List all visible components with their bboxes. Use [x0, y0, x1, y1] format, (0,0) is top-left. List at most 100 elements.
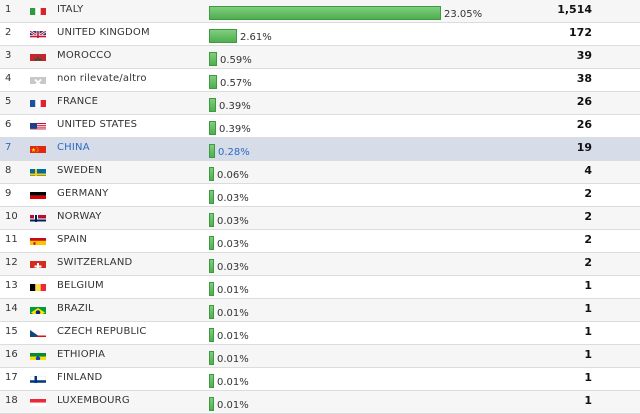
luxembourg-flag-icon — [30, 395, 46, 406]
table-row[interactable]: 15 CZECH REPUBLIC 0.01% 1 — [0, 322, 640, 345]
country-name: UNITED KINGDOM — [57, 27, 150, 38]
percentage-label: 0.57% — [220, 78, 252, 89]
percentage-label: 0.39% — [219, 101, 251, 112]
country-name: LUXEMBOURG — [57, 395, 130, 406]
country-name: BRAZIL — [57, 303, 94, 314]
percentage-bar-cell: 0.01% — [209, 372, 444, 388]
visit-count: 4 — [584, 164, 592, 177]
visit-count: 2 — [584, 210, 592, 223]
rank-label: 5 — [5, 96, 12, 107]
percentage-bar — [209, 121, 216, 135]
percentage-bar — [209, 397, 214, 411]
percentage-bar — [209, 351, 214, 365]
table-row[interactable]: 1 ITALY 23.05% 1,514 — [0, 0, 640, 23]
percentage-bar — [209, 282, 214, 296]
united-states-flag-icon — [30, 119, 46, 130]
percentage-bar — [209, 259, 214, 273]
spain-flag-icon — [30, 234, 46, 245]
percentage-bar — [209, 52, 217, 66]
percentage-label: 0.39% — [219, 124, 251, 135]
visit-count: 1 — [584, 279, 592, 292]
table-row[interactable]: 12 SWITZERLAND 0.03% 2 — [0, 253, 640, 276]
table-row[interactable]: 17 FINLAND 0.01% 1 — [0, 368, 640, 391]
china-flag-icon — [30, 142, 46, 153]
percentage-bar — [209, 305, 214, 319]
belgium-flag-icon — [30, 280, 46, 291]
visit-count: 1,514 — [557, 3, 592, 16]
rank-label: 9 — [5, 188, 12, 199]
visit-count: 26 — [576, 118, 592, 131]
rank-label: 2 — [5, 27, 12, 38]
visit-count: 1 — [584, 394, 592, 407]
percentage-bar-cell: 0.59% — [209, 50, 444, 66]
percentage-label: 0.01% — [217, 308, 249, 319]
percentage-bar — [209, 190, 214, 204]
percentage-bar-cell: 0.03% — [209, 188, 444, 204]
table-row[interactable]: 3 MOROCCO 0.59% 39 — [0, 46, 640, 69]
rank-label: 18 — [5, 395, 18, 406]
country-name: NORWAY — [57, 211, 102, 222]
visit-count: 2 — [584, 233, 592, 246]
country-name: SWEDEN — [57, 165, 103, 176]
percentage-bar — [209, 6, 441, 20]
percentage-label: 0.01% — [217, 400, 249, 411]
percentage-bar-cell: 0.01% — [209, 303, 444, 319]
switzerland-flag-icon — [30, 257, 46, 268]
table-row-highlighted[interactable]: 7 CHINA 0.28% 19 — [0, 138, 640, 161]
country-name: GERMANY — [57, 188, 109, 199]
table-row[interactable]: 9 GERMANY 0.03% 2 — [0, 184, 640, 207]
table-row[interactable]: 14 BRAZIL 0.01% 1 — [0, 299, 640, 322]
rank-label: 6 — [5, 119, 12, 130]
country-name: ITALY — [57, 4, 84, 15]
rank-label: 3 — [5, 50, 12, 61]
country-name: BELGIUM — [57, 280, 104, 291]
germany-flag-icon — [30, 188, 46, 199]
unknown-flag-icon — [30, 73, 46, 84]
visit-count: 2 — [584, 187, 592, 200]
table-row[interactable]: 10 NORWAY 0.03% 2 — [0, 207, 640, 230]
united-kingdom-flag-icon — [30, 27, 46, 38]
visit-count: 2 — [584, 256, 592, 269]
table-row[interactable]: 4 non rilevate/altro 0.57% 38 — [0, 69, 640, 92]
percentage-label: 2.61% — [240, 32, 272, 43]
table-row[interactable]: 18 LUXEMBOURG 0.01% 1 — [0, 391, 640, 414]
ethiopia-flag-icon — [30, 349, 46, 360]
percentage-label: 0.01% — [217, 354, 249, 365]
rank-label: 12 — [5, 257, 18, 268]
country-name: non rilevate/altro — [57, 73, 147, 84]
percentage-bar — [209, 328, 214, 342]
percentage-label: 0.03% — [217, 216, 249, 227]
norway-flag-icon — [30, 211, 46, 222]
country-name: FINLAND — [57, 372, 103, 383]
percentage-bar-cell: 0.06% — [209, 165, 444, 181]
rank-label: 16 — [5, 349, 18, 360]
percentage-bar — [209, 98, 216, 112]
finland-flag-icon — [30, 372, 46, 383]
visit-count: 38 — [576, 72, 592, 85]
country-name: CHINA — [57, 142, 90, 153]
table-row[interactable]: 6 UNITED STATES 0.39% 26 — [0, 115, 640, 138]
table-row[interactable]: 11 SPAIN 0.03% 2 — [0, 230, 640, 253]
percentage-label: 0.03% — [217, 262, 249, 273]
table-row[interactable]: 13 BELGIUM 0.01% 1 — [0, 276, 640, 299]
italy-flag-icon — [30, 4, 46, 15]
rank-label: 7 — [5, 142, 12, 153]
table-row[interactable]: 5 FRANCE 0.39% 26 — [0, 92, 640, 115]
percentage-bar — [209, 144, 215, 158]
country-name: UNITED STATES — [57, 119, 138, 130]
visit-count: 1 — [584, 325, 592, 338]
table-row[interactable]: 8 SWEDEN 0.06% 4 — [0, 161, 640, 184]
percentage-bar-cell: 0.01% — [209, 280, 444, 296]
rank-label: 8 — [5, 165, 12, 176]
france-flag-icon — [30, 96, 46, 107]
percentage-bar-cell: 0.01% — [209, 395, 444, 411]
table-row[interactable]: 2 UNITED KINGDOM 2.61% 172 — [0, 23, 640, 46]
table-row[interactable]: 16 ETHIOPIA 0.01% 1 — [0, 345, 640, 368]
percentage-label: 0.59% — [220, 55, 252, 66]
percentage-label: 0.01% — [217, 331, 249, 342]
rank-label: 15 — [5, 326, 18, 337]
percentage-bar — [209, 374, 214, 388]
rank-label: 4 — [5, 73, 12, 84]
rank-label: 11 — [5, 234, 18, 245]
